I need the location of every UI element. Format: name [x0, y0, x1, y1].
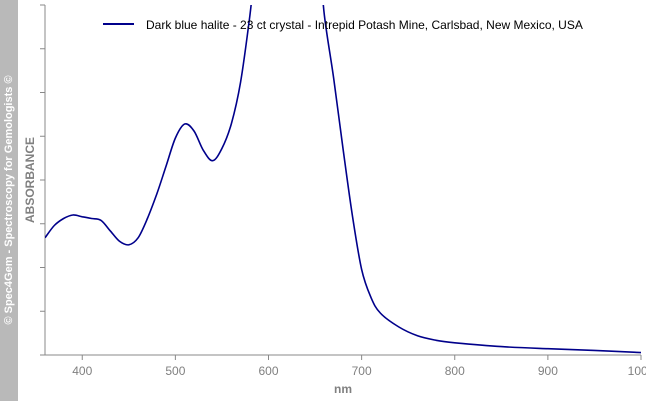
- x-tick-label: 1000: [628, 364, 646, 378]
- x-tick-label: 400: [72, 364, 92, 378]
- x-axis-ticks: 400 500 600 700 800 900 1000: [72, 355, 646, 378]
- x-axis-label: nm: [334, 382, 352, 396]
- legend: Dark blue halite - 23 ct crystal - Intre…: [103, 18, 583, 32]
- legend-label: Dark blue halite - 23 ct crystal - Intre…: [146, 18, 583, 32]
- chart-frame: [44, 5, 641, 356]
- watermark-sidebar: © Spec4Gem - Spectroscopy for Gemologist…: [0, 0, 18, 401]
- series-layer: [45, 5, 641, 354]
- series-line: [45, 5, 641, 354]
- x-tick-label: 600: [258, 364, 278, 378]
- x-tick-label: 900: [538, 364, 558, 378]
- y-axis-ticks: [40, 4, 45, 356]
- x-tick-label: 700: [352, 364, 372, 378]
- x-tick-label: 800: [445, 364, 465, 378]
- y-axis-label: ABSORBANCE: [23, 137, 37, 223]
- x-tick-label: 500: [165, 364, 185, 378]
